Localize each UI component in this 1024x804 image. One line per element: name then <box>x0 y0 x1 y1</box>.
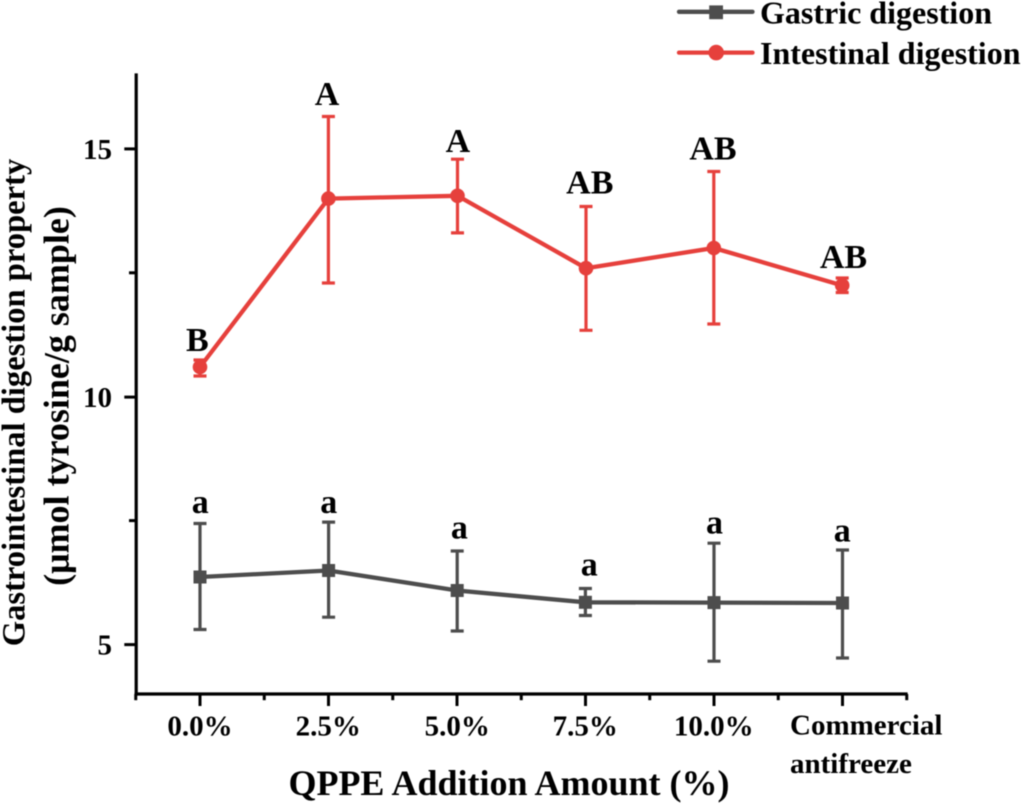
svg-text:Gastric digestion: Gastric digestion <box>760 0 992 31</box>
svg-text:15: 15 <box>83 134 112 166</box>
svg-text:B: B <box>186 322 209 359</box>
svg-text:5: 5 <box>98 630 113 662</box>
svg-text:AB: AB <box>820 239 867 276</box>
svg-text:Commercial: Commercial <box>790 710 942 742</box>
svg-text:Intestinal digestion: Intestinal digestion <box>760 35 1021 71</box>
svg-text:10.0%: 10.0% <box>674 711 754 743</box>
svg-text:7.5%: 7.5% <box>553 711 618 743</box>
svg-text:a: a <box>320 484 337 521</box>
svg-text:10: 10 <box>83 382 112 414</box>
svg-text:5.0%: 5.0% <box>425 711 490 743</box>
svg-text:antifreeze: antifreeze <box>790 748 912 780</box>
svg-text:a: a <box>581 546 598 583</box>
svg-text:a: a <box>192 484 209 521</box>
svg-text:(μmol tyrosine/g sample): (μmol tyrosine/g sample) <box>37 206 77 586</box>
svg-text:AB: AB <box>689 131 736 168</box>
svg-text:a: a <box>706 504 723 541</box>
svg-text:a: a <box>834 513 851 550</box>
svg-text:0.0%: 0.0% <box>167 711 232 743</box>
svg-text:a: a <box>451 510 468 547</box>
svg-text:AB: AB <box>566 165 613 202</box>
svg-text:2.5%: 2.5% <box>296 711 361 743</box>
svg-text:QPPE Addition Amount (%): QPPE Addition Amount (%) <box>288 763 729 803</box>
svg-text:A: A <box>315 76 340 113</box>
svg-text:Gastrointestinal digestion pro: Gastrointestinal digestion property <box>0 159 33 646</box>
svg-text:A: A <box>446 123 471 160</box>
